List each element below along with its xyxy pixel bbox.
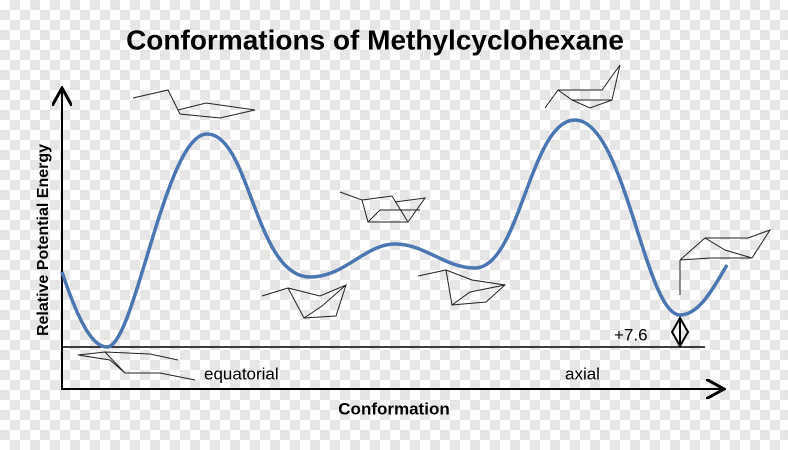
energy-difference: +7.6 [614,325,648,344]
title: Conformations of Methylcyclohexane [126,24,624,55]
axial-label: axial [565,364,600,383]
y-axis-label: Relative Potential Energy [35,144,52,336]
equatorial-label: equatorial [204,364,279,383]
x-axis-label: Conformation [338,399,449,418]
energy-curve [60,118,729,349]
difference-arrow [670,315,690,349]
molecule-sketches [77,64,772,381]
